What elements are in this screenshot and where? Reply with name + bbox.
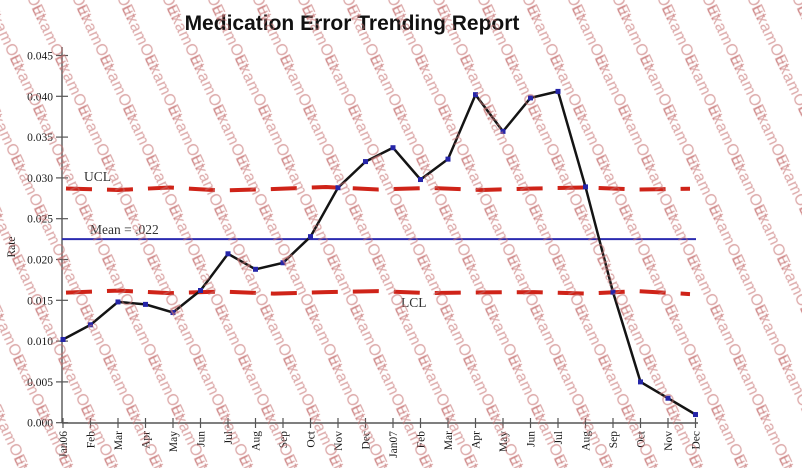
data-point-marker — [335, 185, 341, 191]
data-point-marker — [363, 159, 368, 165]
data-point-marker — [88, 322, 93, 328]
data-point-marker — [610, 289, 616, 295]
y-axis-title: Rate — [6, 236, 18, 257]
data-point-marker — [280, 260, 286, 266]
y-tick-label: 0.030 — [27, 173, 53, 185]
data-point-marker — [583, 184, 588, 190]
ucl-dashed-line — [65, 184, 691, 193]
x-tick-label: Apr — [471, 431, 483, 449]
data-point-marker — [170, 310, 176, 316]
y-tick-label: 0.015 — [27, 295, 53, 307]
x-tick-label: Apr — [141, 431, 153, 449]
x-tick-label: Jan07 — [388, 431, 400, 458]
y-tick-label: 0.035 — [27, 132, 53, 144]
y-axis-ticks: 0.000 0.005 0.010 0.015 0.020 0.025 0.030 0.035… — [27, 51, 68, 430]
data-point-marker — [418, 177, 423, 183]
data-point-marker — [198, 288, 203, 294]
data-point-marker — [445, 156, 451, 162]
x-tick-label: Dec — [691, 431, 703, 450]
data-series — [60, 88, 698, 418]
data-point-marker — [308, 234, 313, 240]
x-tick-label: Dec — [361, 431, 373, 450]
data-point-marker — [143, 301, 148, 307]
x-tick-label: Oct — [636, 430, 648, 447]
y-tick-label: 0.000 — [27, 418, 53, 430]
y-tick-label: 0.040 — [27, 91, 53, 103]
data-point-marker — [528, 95, 533, 101]
lcl-dashed-line — [65, 288, 691, 297]
y-tick-label: 0.020 — [27, 255, 53, 267]
data-point-marker — [555, 88, 561, 94]
x-tick-label: Oct — [306, 430, 318, 447]
data-point-marker — [60, 336, 66, 342]
data-point-marker — [500, 128, 506, 134]
data-point-marker — [390, 145, 396, 151]
data-point-marker — [473, 92, 478, 98]
mean-label: Mean = .022 — [90, 222, 159, 237]
y-tick-label: 0.025 — [27, 214, 53, 226]
x-tick-label: Mar — [113, 431, 125, 450]
x-tick-label: May — [168, 431, 180, 452]
lcl-label: LCL — [401, 295, 427, 310]
x-tick-label: Jul — [553, 431, 565, 444]
x-tick-label: Feb — [416, 431, 428, 449]
x-tick-label: Jun — [196, 431, 208, 447]
x-axis-ticks: Jan06 Feb Mar Apr May Jun Jul Aug Sep Oct Nov Dec Ja… — [58, 418, 703, 458]
x-tick-label: Aug — [581, 431, 593, 451]
data-point-marker — [225, 251, 231, 257]
data-point-marker — [693, 412, 698, 418]
ucl-label: UCL — [84, 169, 111, 184]
x-tick-label: Nov — [663, 431, 675, 451]
x-tick-label: Sep — [278, 431, 290, 449]
x-tick-label: May — [498, 431, 510, 452]
x-tick-label: Sep — [608, 431, 620, 449]
x-tick-label: Jul — [223, 431, 235, 444]
y-tick-label: 0.010 — [27, 336, 53, 348]
y-tick-label: 0.045 — [27, 51, 53, 63]
x-tick-label: Feb — [86, 431, 98, 449]
chart-title: Medication Error Trending Report — [185, 12, 520, 35]
x-tick-label: Jun — [526, 431, 538, 447]
x-tick-label: Aug — [251, 431, 263, 451]
x-tick-label: Mar — [443, 431, 455, 450]
x-tick-label: Nov — [333, 431, 345, 451]
data-point-marker — [638, 379, 643, 385]
x-tick-label: Jan06 — [58, 431, 70, 458]
control-lines — [62, 184, 696, 297]
data-point-marker — [115, 299, 121, 305]
series-line — [62, 89, 697, 416]
y-tick-label: 0.005 — [27, 377, 53, 389]
data-point-marker — [253, 266, 258, 272]
data-point-marker — [665, 395, 671, 401]
